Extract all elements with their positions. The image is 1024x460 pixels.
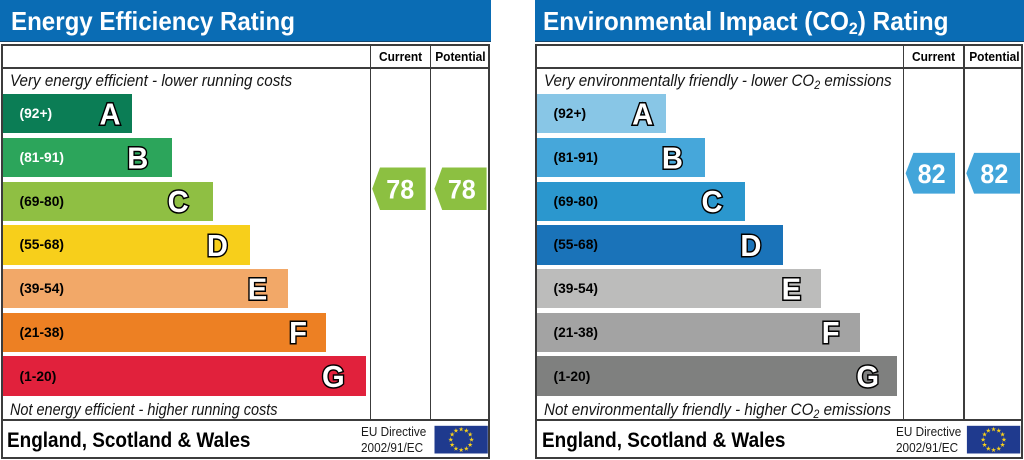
svg-text:B: B <box>662 142 683 176</box>
svg-text:C: C <box>168 185 189 219</box>
svg-text:G: G <box>322 360 345 394</box>
svg-text:78: 78 <box>386 174 414 205</box>
svg-text:F: F <box>822 316 840 350</box>
svg-text:78: 78 <box>448 174 476 205</box>
svg-text:C: C <box>701 185 722 219</box>
svg-text:E: E <box>782 273 801 307</box>
svg-text:A: A <box>99 98 120 132</box>
svg-text:G: G <box>856 360 879 394</box>
svg-text:A: A <box>632 98 653 132</box>
svg-text:D: D <box>207 229 228 263</box>
svg-text:B: B <box>127 142 148 176</box>
svg-text:82: 82 <box>918 158 946 189</box>
svg-text:E: E <box>248 273 267 307</box>
svg-text:D: D <box>740 229 761 263</box>
svg-text:82: 82 <box>980 158 1008 189</box>
svg-text:F: F <box>289 316 307 350</box>
